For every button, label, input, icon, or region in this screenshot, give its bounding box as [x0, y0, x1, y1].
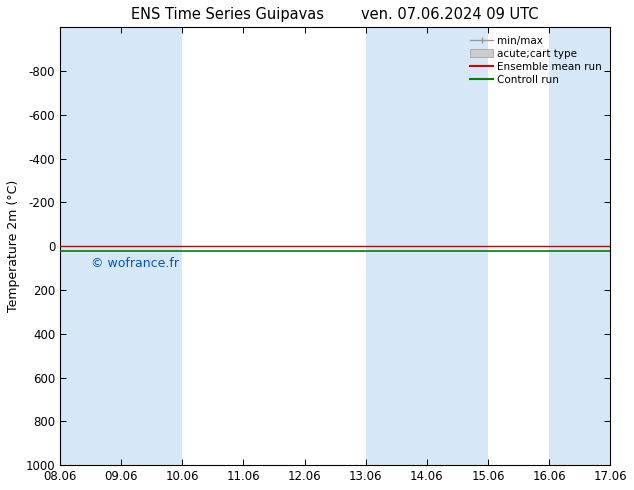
Text: © wofrance.fr: © wofrance.fr	[91, 257, 179, 270]
Bar	[549, 27, 611, 465]
Y-axis label: Temperature 2m (°C): Temperature 2m (°C)	[7, 180, 20, 312]
Bar	[60, 27, 182, 465]
Title: ENS Time Series Guipavas        ven. 07.06.2024 09 UTC: ENS Time Series Guipavas ven. 07.06.2024…	[131, 7, 539, 22]
Bar	[366, 27, 488, 465]
Legend: min/max, acute;cart type, Ensemble mean run, Controll run: min/max, acute;cart type, Ensemble mean …	[467, 32, 605, 88]
